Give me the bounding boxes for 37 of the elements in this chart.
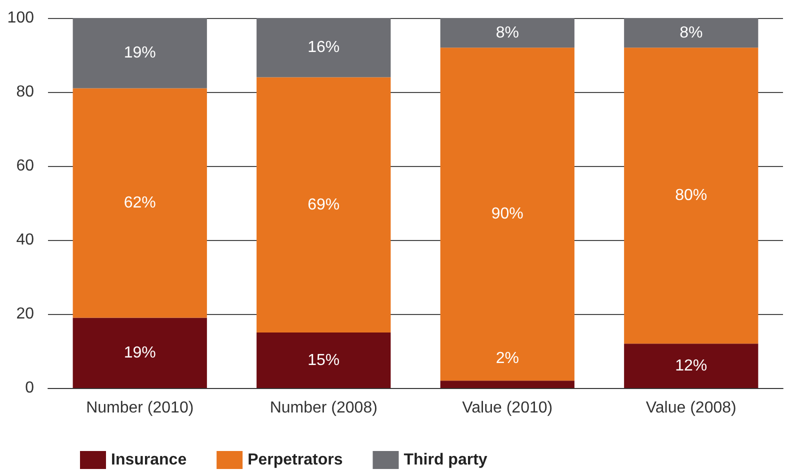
data-label: 16% (308, 39, 340, 56)
y-tick-label: 60 (16, 158, 34, 174)
data-label: 8% (496, 24, 519, 42)
y-tick-label: 100 (7, 10, 34, 26)
data-label: 19% (124, 344, 156, 362)
bar (624, 18, 758, 48)
y-tick-label: 40 (16, 232, 34, 248)
data-label: 19% (124, 44, 156, 62)
data-label: 90% (491, 206, 524, 223)
bar (256, 332, 391, 388)
data-label: 69% (308, 196, 340, 214)
bar (624, 48, 758, 344)
bar (440, 48, 574, 381)
y-tick-label: 0 (25, 380, 34, 396)
legend-label: Third party (404, 452, 488, 468)
bar (256, 77, 391, 332)
x-tick-label: Value (2008) (646, 400, 736, 416)
bar (624, 344, 758, 388)
bar (440, 18, 574, 48)
x-tick-label: Number (2008) (270, 400, 378, 416)
data-label: 15% (308, 352, 340, 369)
bar (72, 88, 207, 318)
data-label: 12% (675, 357, 708, 374)
legend-label: Insurance (111, 452, 187, 468)
data-label: 80% (675, 187, 708, 204)
y-tick-label: 20 (16, 306, 34, 322)
data-label: 2% (496, 350, 519, 368)
bar (72, 18, 207, 88)
data-label: 8% (680, 24, 703, 42)
x-tick-label: Number (2010) (86, 400, 194, 416)
data-label: 62% (124, 194, 156, 212)
y-tick-label: 80 (16, 84, 34, 100)
bar (256, 18, 391, 78)
x-tick-label: Value (2010) (462, 400, 553, 416)
bar (72, 318, 207, 388)
bar (440, 380, 574, 388)
legend-label: Perpetrators (248, 452, 343, 468)
